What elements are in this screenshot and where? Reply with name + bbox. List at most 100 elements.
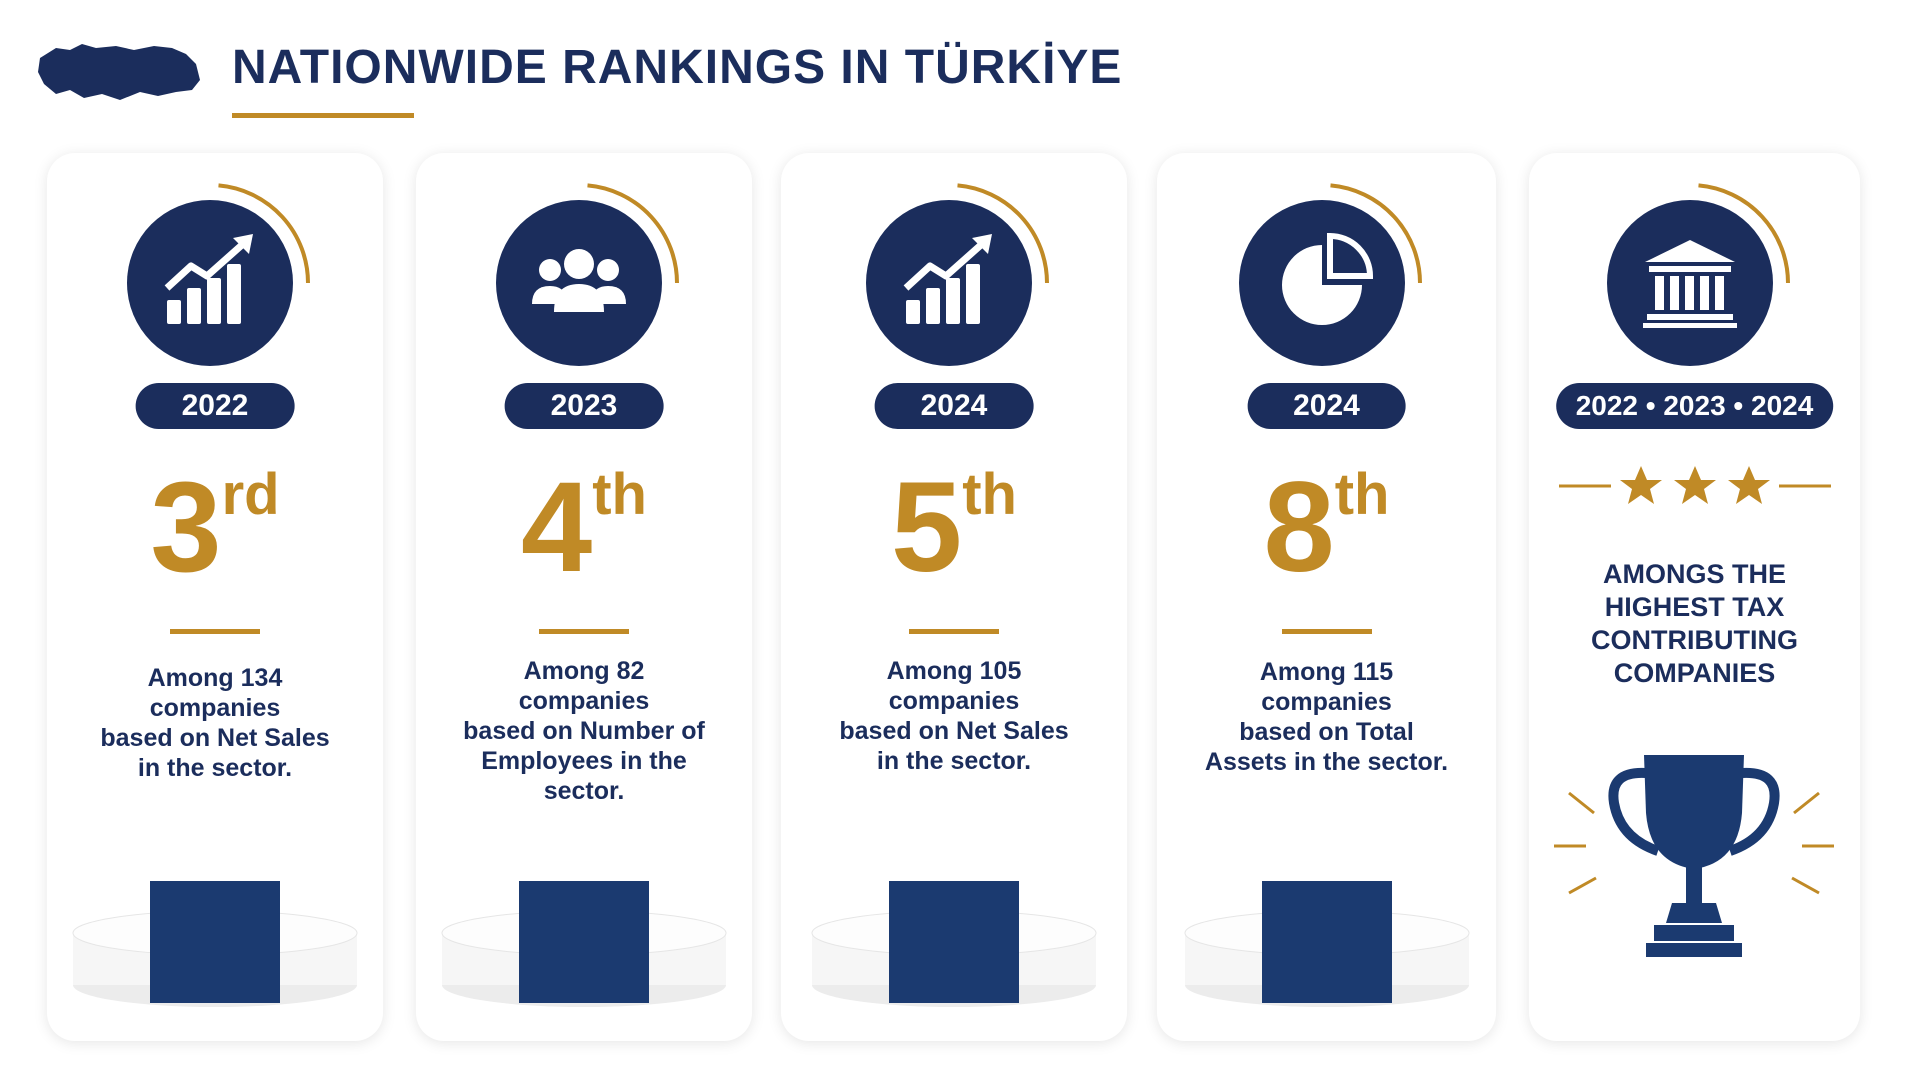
line: Among 115 (1259, 658, 1394, 686)
shape (233, 234, 253, 254)
shape (946, 278, 960, 324)
icon (127, 183, 310, 366)
title-underline (232, 113, 414, 118)
line: sector. (543, 777, 625, 805)
shape (1655, 276, 1664, 310)
shape (167, 264, 241, 324)
line: in the sector. (876, 747, 1032, 775)
description: Among 134 companies based on Net Sales in t… (57, 663, 373, 783)
year: 2023 (504, 383, 664, 429)
shape (519, 881, 649, 1003)
shape (1644, 755, 1744, 869)
podium (811, 881, 1097, 1007)
shape (150, 881, 280, 1003)
shape (218, 183, 310, 284)
line: Among 105 (886, 657, 1022, 685)
trophy (1554, 755, 1834, 957)
rank-card: 2024 8th Among 115 companies based on Tota… (1157, 153, 1496, 1041)
line: based on Number of (463, 717, 705, 745)
line: Among 82 (523, 657, 645, 685)
line: based on Total (1239, 718, 1414, 746)
shape (906, 300, 920, 324)
line: Employees in the (481, 747, 687, 775)
shape (187, 288, 201, 324)
shape (1643, 323, 1737, 328)
icon (866, 183, 1049, 366)
divider (1281, 629, 1372, 634)
podium (72, 881, 358, 1007)
shape (1654, 925, 1734, 941)
year: 2024 (874, 383, 1034, 429)
shape (1568, 791, 1595, 815)
line: companies (888, 687, 1020, 715)
shape (1686, 867, 1702, 903)
stars (1559, 466, 1831, 504)
line: AMONGS THE (1602, 559, 1786, 589)
shape (1327, 232, 1374, 279)
divider (909, 629, 999, 634)
title: NATIONWIDE RANKINGS IN TÜRKİYE (232, 41, 1123, 94)
line: based on Net Sales (839, 717, 1069, 745)
shape (554, 284, 604, 312)
shape (532, 249, 626, 312)
shape (1645, 240, 1735, 262)
rank-number: 3 (150, 456, 222, 599)
shape (207, 278, 221, 324)
shape (906, 264, 980, 324)
shape (926, 288, 940, 324)
shape (1620, 466, 1662, 504)
podium (441, 881, 727, 1007)
shape (889, 881, 1019, 1003)
rank: 4th (416, 453, 752, 603)
shape (597, 259, 619, 281)
shape (1568, 876, 1597, 895)
shape (539, 259, 561, 281)
line: Among 134 (147, 664, 283, 692)
shape (972, 234, 992, 254)
shape (1608, 767, 1660, 856)
year: 2022 (135, 383, 295, 429)
shape (1674, 466, 1716, 504)
shape (1700, 276, 1709, 310)
line: CONTRIBUTING (1591, 625, 1798, 655)
shape (227, 264, 241, 324)
shape (1554, 791, 1834, 895)
line: Assets in the sector. (1204, 748, 1449, 776)
shape (1791, 876, 1820, 895)
shape (1330, 183, 1422, 284)
rank-number: 4 (521, 456, 593, 599)
shape (1715, 276, 1724, 310)
shape (1666, 903, 1722, 923)
shape (587, 183, 679, 284)
rank-suffix: th (962, 462, 1017, 527)
shape (1649, 266, 1731, 272)
shape (966, 264, 980, 324)
description: Among 115 companies based on Total Assets i… (1167, 657, 1486, 777)
shape (564, 249, 594, 279)
shape (1685, 276, 1694, 310)
description: Among 105 companies based on Net Sales in t… (791, 656, 1117, 776)
shape (1620, 466, 1770, 504)
rank-suffix: th (1334, 462, 1390, 527)
icon (1239, 183, 1422, 366)
rank-card: 2024 5th Among 105 companies based on Net … (781, 153, 1127, 1041)
line: companies (1261, 688, 1392, 716)
rank-number: 8 (1263, 456, 1335, 599)
year: 2024 (1247, 383, 1406, 429)
icon (496, 183, 679, 366)
rank-card: 2023 4th Among 82 companies based on Numbe… (416, 153, 752, 1041)
shape (1647, 314, 1733, 320)
highlight-text: AMONGS THE HIGHEST TAX CONTRIBUTING COMPANI… (1539, 558, 1850, 690)
line: COMPANIES (1613, 658, 1776, 688)
shape (167, 300, 181, 324)
shape (1698, 183, 1790, 284)
rank: 3rd (47, 453, 383, 603)
shape (496, 200, 662, 366)
shape (164, 241, 246, 291)
podium (1184, 881, 1470, 1007)
line: companies (149, 694, 281, 722)
shape (1643, 240, 1737, 328)
shape (957, 183, 1049, 284)
